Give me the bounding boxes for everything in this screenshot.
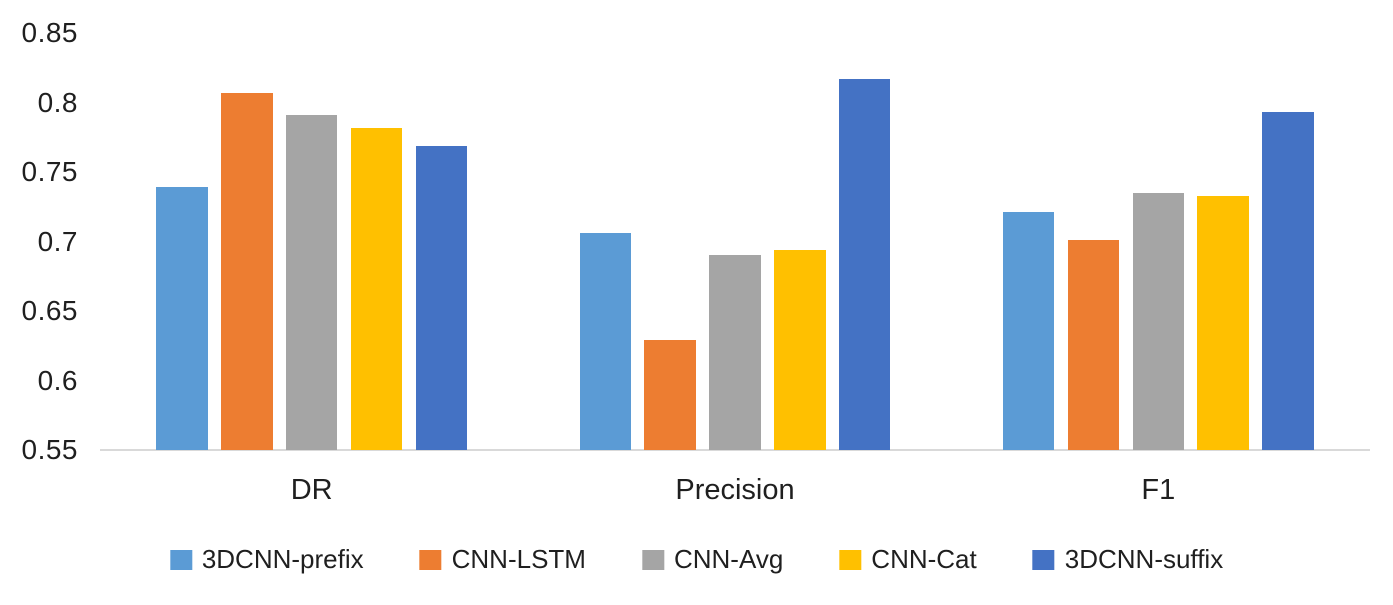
x-axis-line bbox=[100, 449, 1370, 451]
category-label-f1: F1 bbox=[1141, 474, 1176, 506]
y-tick-label: 0.55 bbox=[21, 434, 78, 465]
bar-cnn-cat-dr bbox=[350, 127, 403, 450]
category-label-precision: Precision bbox=[675, 474, 795, 506]
y-tick-label: 0.65 bbox=[21, 295, 78, 326]
y-tick-label: 0.6 bbox=[37, 364, 78, 396]
legend-item-cnn-lstm: CNN-LSTM bbox=[419, 544, 586, 575]
bar-3dcnn-suffix-f1 bbox=[1262, 112, 1314, 450]
bar-cnn-avg-f1 bbox=[1132, 192, 1185, 450]
bar-cnn-avg-dr bbox=[285, 115, 338, 450]
bar-3dcnn-prefix-precision bbox=[579, 233, 632, 450]
bar-cnn-cat-f1 bbox=[1197, 195, 1249, 450]
legend-label: CNN-LSTM bbox=[451, 544, 586, 574]
legend-swatch-cnn-cat bbox=[839, 549, 862, 570]
legend-swatch-cnn-avg bbox=[641, 549, 664, 570]
legend-label: CNN-Cat bbox=[871, 544, 977, 574]
legend-swatch-cnn-lstm bbox=[419, 549, 442, 570]
bar-cnn-lstm-f1 bbox=[1067, 240, 1120, 450]
legend: 3DCNN-prefix CNN-LSTM CNN-Avg CNN-Cat 3DCNN-… bbox=[169, 544, 1224, 575]
y-tick-label: 0.7 bbox=[37, 225, 78, 257]
bar-3dcnn-prefix-f1 bbox=[1002, 212, 1055, 450]
bar-cnn-avg-precision bbox=[709, 255, 761, 450]
legend-item-cnn-cat: CNN-Cat bbox=[839, 544, 977, 575]
legend-label: 3DCNN-prefix bbox=[201, 544, 364, 574]
legend-item-3dcnn-suffix: 3DCNN-suffix bbox=[1032, 544, 1224, 575]
legend-item-3dcnn-prefix: 3DCNN-prefix bbox=[169, 544, 364, 575]
y-tick-label: 0.75 bbox=[21, 156, 78, 187]
bar-cnn-lstm-dr bbox=[221, 92, 273, 450]
legend-swatch-3dcnn-suffix bbox=[1032, 549, 1055, 570]
category-label-dr: DR bbox=[290, 474, 333, 506]
legend-item-cnn-avg: CNN-Avg bbox=[641, 544, 784, 575]
bar-3dcnn-prefix-dr bbox=[156, 187, 208, 450]
bar-cnn-lstm-precision bbox=[644, 340, 696, 450]
y-tick-label: 0.85 bbox=[21, 17, 78, 48]
y-tick-label: 0.8 bbox=[37, 86, 78, 118]
bar-3dcnn-suffix-precision bbox=[838, 78, 891, 450]
bar-cnn-cat-precision bbox=[774, 249, 826, 450]
bar-3dcnn-suffix-dr bbox=[415, 145, 468, 450]
legend-label: 3DCNN-suffix bbox=[1064, 544, 1224, 574]
legend-swatch-3dcnn-prefix bbox=[169, 549, 192, 570]
legend-label: CNN-Avg bbox=[673, 544, 784, 574]
